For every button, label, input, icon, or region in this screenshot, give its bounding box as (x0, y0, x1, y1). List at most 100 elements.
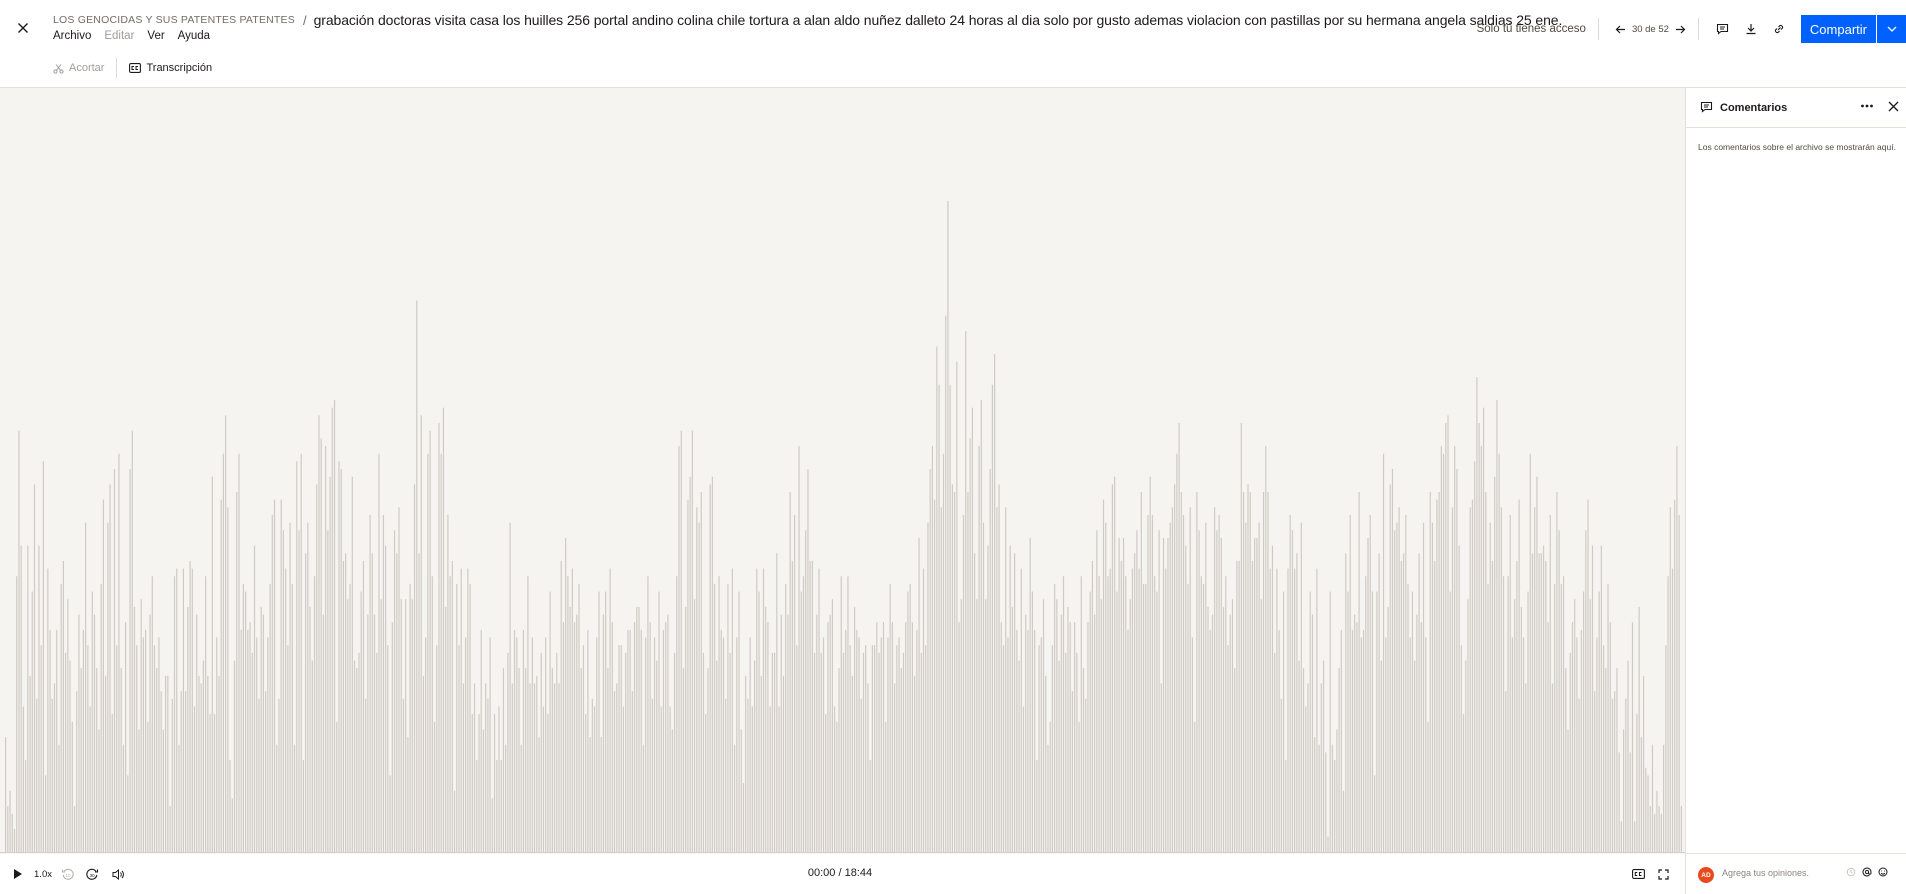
waveform-bar (809, 560, 811, 852)
closed-captions-icon (129, 63, 142, 73)
waveform-bar (1478, 423, 1480, 852)
waveform-bar (849, 645, 851, 852)
waveform-bar (1385, 637, 1387, 852)
waveform-bar (736, 637, 738, 852)
breadcrumb-separator: / (302, 12, 307, 28)
waveform-bar (405, 599, 407, 852)
waveform-bar (360, 591, 362, 852)
waveform-bar (411, 599, 413, 852)
volume-button[interactable] (110, 865, 126, 883)
waveform-bar (836, 721, 838, 852)
waveform-bar (222, 453, 225, 852)
comments-close-button[interactable] (1888, 101, 1899, 112)
waveform-bar (1422, 522, 1425, 852)
play-button[interactable] (10, 865, 26, 883)
waveform-bar (678, 446, 680, 852)
mention-icon[interactable] (1862, 867, 1872, 877)
close-icon (1888, 101, 1899, 112)
waveform-bar (1551, 683, 1554, 852)
comments-toggle-button[interactable] (1709, 17, 1737, 41)
waveform-bar (100, 583, 102, 852)
menu-archivo[interactable]: Archivo (53, 30, 92, 42)
share-options-button[interactable] (1877, 15, 1906, 43)
waveform-bar (1220, 537, 1222, 852)
waveform-bar (531, 637, 533, 852)
waveform-bar (867, 683, 869, 852)
waveform-bar (1360, 637, 1362, 852)
waveform-bar (1165, 568, 1167, 852)
emoji-icon[interactable] (1878, 867, 1888, 877)
waveform-bar (1429, 491, 1431, 852)
waveform-bar (740, 729, 742, 852)
waveform-bar (1318, 744, 1320, 852)
transcript-button[interactable]: Transcripción (129, 62, 212, 74)
waveform-bar (856, 629, 858, 852)
waveform-bar (713, 583, 716, 852)
download-button[interactable] (1737, 17, 1765, 41)
waveform-bar (242, 583, 245, 852)
waveform-bar (1680, 806, 1682, 852)
waveform-bar (193, 706, 196, 852)
waveform-bar (76, 691, 78, 852)
waveform-bar (493, 714, 496, 852)
waveform-bar (400, 599, 402, 852)
comments-more-button[interactable] (1860, 99, 1874, 113)
waveform-bar (1527, 591, 1529, 852)
waveform-bar (707, 668, 709, 852)
waveform-bar (685, 606, 687, 852)
waveform-bar (1656, 790, 1658, 852)
share-button[interactable]: Compartir (1800, 15, 1876, 43)
waveform-bar (231, 798, 233, 852)
menu-ver[interactable]: Ver (147, 30, 165, 42)
waveform-bar (1571, 622, 1574, 852)
waveform-bar (1500, 507, 1502, 852)
waveform-bar (1494, 476, 1496, 852)
playback-speed-button[interactable]: 1.0x (34, 868, 52, 880)
waveform-bar (207, 675, 209, 852)
waveform-bar (991, 384, 993, 852)
fullscreen-button[interactable] (1655, 865, 1671, 883)
skip-forward-button[interactable]: 30 (84, 865, 100, 883)
waveform-bar (851, 675, 853, 852)
waveform-bar (1000, 622, 1002, 852)
waveform-bar (1178, 423, 1180, 852)
waveform-bar (87, 645, 89, 852)
waveform-bar (718, 576, 720, 852)
access-status[interactable]: Solo tú tienes acceso (1476, 23, 1586, 35)
waveform-bar (1511, 637, 1514, 852)
waveform-bar (129, 469, 131, 852)
next-file-button[interactable] (1675, 24, 1686, 35)
waveform-bar (1109, 568, 1111, 852)
waveform-bar (547, 714, 549, 852)
copy-link-button[interactable] (1765, 17, 1793, 41)
waveform-bar (1476, 377, 1478, 852)
waveform-bar (1398, 507, 1400, 852)
comment-input[interactable]: Agrega tus opiniones. (1722, 868, 1810, 878)
previous-file-button[interactable] (1615, 24, 1626, 35)
waveform-bar (1151, 514, 1154, 852)
waveform-bar (316, 484, 318, 852)
waveform-bar (1056, 599, 1058, 852)
waveform-bar (1654, 813, 1656, 852)
waveform-bar (13, 829, 16, 852)
menu-ayuda[interactable]: Ayuda (177, 30, 211, 42)
waveform-bar (580, 668, 582, 852)
skip-back-button[interactable]: 10 (60, 865, 76, 883)
waveform-bar (525, 668, 527, 852)
waveform-bars (5, 200, 1682, 852)
breadcrumb-folder-link[interactable]: LOS GENOCIDAS Y SUS PATENTES PATENTES (53, 14, 295, 26)
file-title[interactable]: grabación doctoras visita casa los huill… (313, 12, 1563, 28)
waveform-bar (1387, 606, 1389, 852)
waveform-bar (336, 721, 338, 852)
waveform-bar (189, 560, 191, 852)
waveform-bar (1674, 499, 1676, 852)
waveform-bar (449, 576, 451, 852)
audio-waveform[interactable] (0, 88, 1685, 854)
timestamp-icon[interactable] (1846, 867, 1856, 877)
waveform-bar (1640, 737, 1642, 852)
waveform-bar (922, 568, 925, 852)
captions-button[interactable] (1630, 865, 1646, 883)
close-button[interactable] (12, 17, 34, 39)
waveform-bar (1262, 491, 1265, 852)
waveform-bar (1474, 461, 1476, 852)
